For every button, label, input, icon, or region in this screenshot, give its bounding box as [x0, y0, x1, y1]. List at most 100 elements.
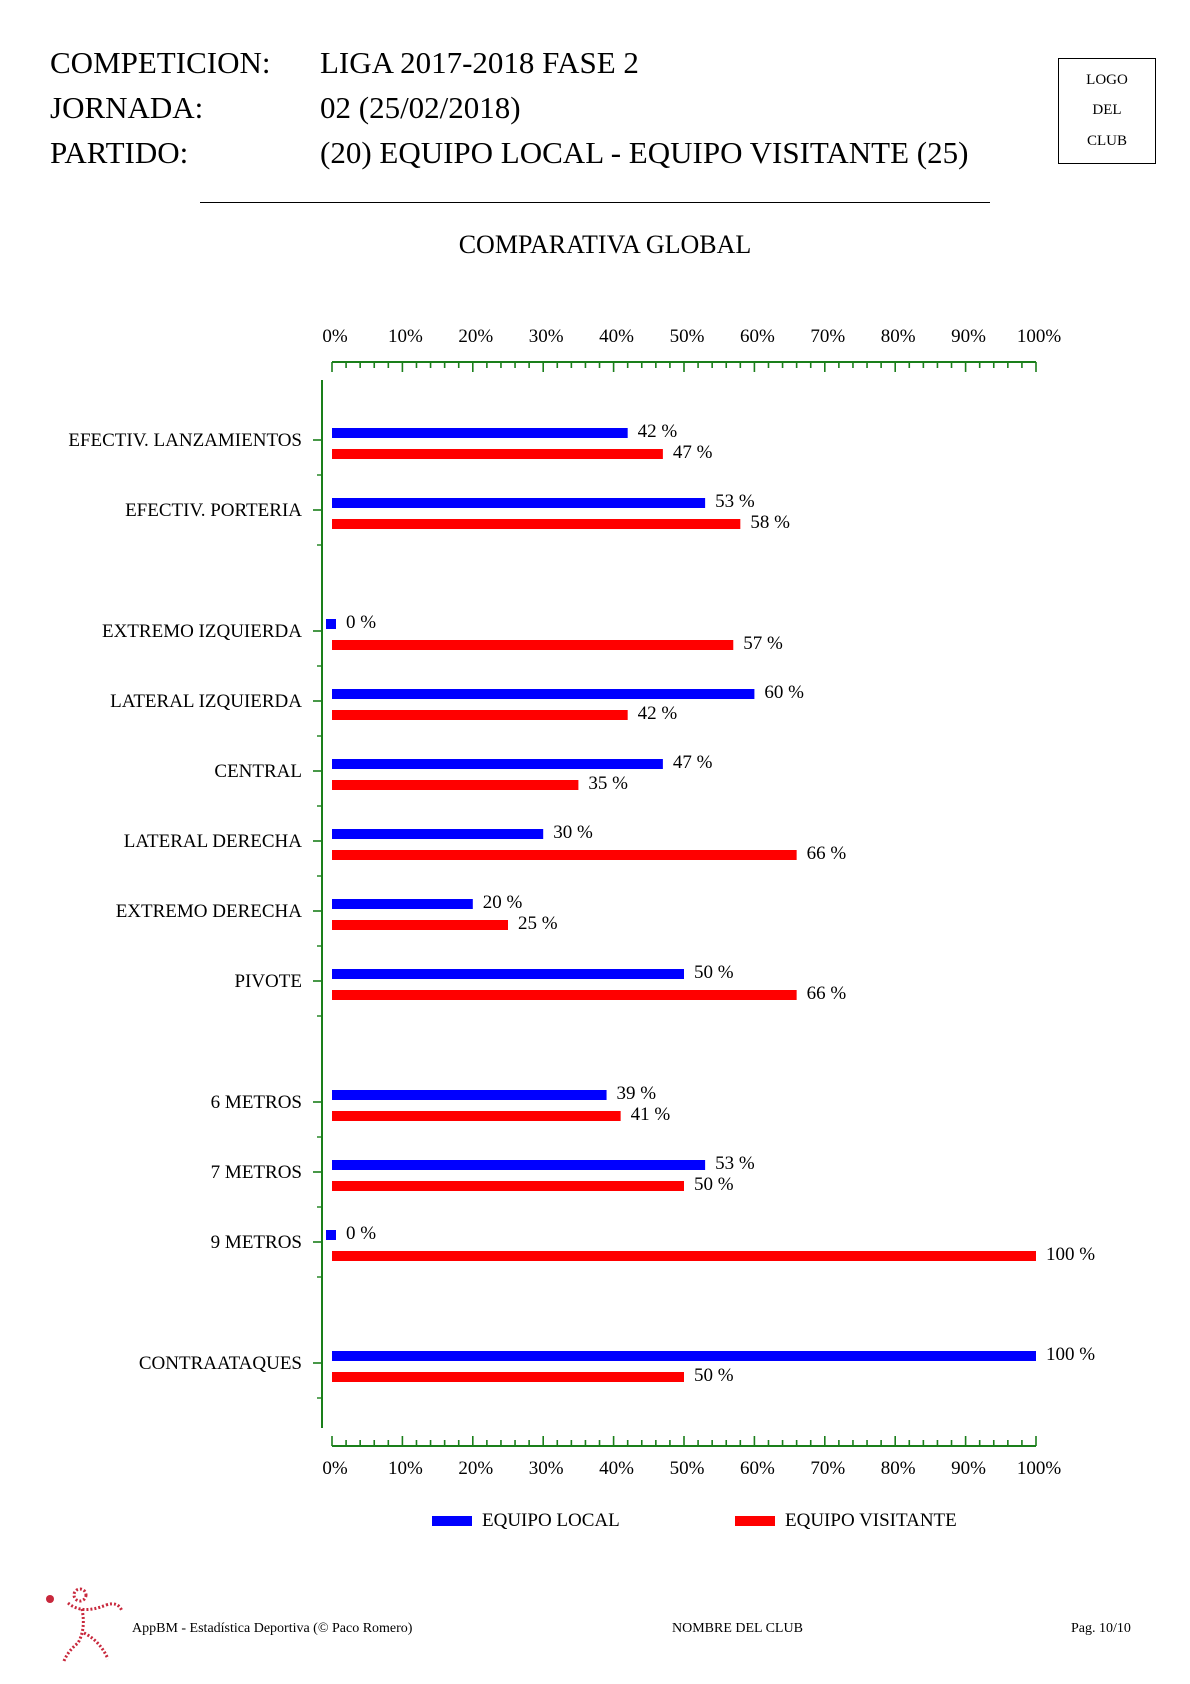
- bar-visitante: [332, 1251, 1036, 1261]
- legend-label: EQUIPO VISITANTE: [785, 1510, 957, 1531]
- club-logo-placeholder: LOGO DEL CLUB: [1058, 58, 1156, 164]
- report-header: COMPETICION: LIGA 2017-2018 FASE 2 JORNA…: [50, 40, 1010, 175]
- data-label-local: 42 %: [638, 421, 678, 442]
- bar-visitante: [332, 640, 734, 650]
- bar-visitante: [332, 1372, 684, 1382]
- bar-local: [326, 1230, 336, 1240]
- footer-credit: AppBM - Estadística Deportiva (© Paco Ro…: [132, 1621, 413, 1636]
- category-label: 9 METROS: [211, 1232, 302, 1253]
- data-label-local: 100 %: [1046, 1344, 1095, 1365]
- top-tick-label: 20%: [458, 326, 493, 347]
- bar-local: [332, 1160, 706, 1170]
- category-label: 7 METROS: [211, 1162, 302, 1183]
- header-row-competicion: COMPETICION: LIGA 2017-2018 FASE 2: [50, 40, 1010, 85]
- top-tick-label: 50%: [670, 326, 705, 347]
- category-label: CONTRAATAQUES: [139, 1353, 302, 1374]
- data-label-visitante: 57 %: [743, 633, 783, 654]
- bottom-tick-label: 60%: [740, 1458, 775, 1479]
- top-tick-label: 10%: [388, 326, 423, 347]
- top-tick-label: 0%: [322, 326, 348, 347]
- top-tick-label: 100%: [1017, 326, 1062, 347]
- data-label-local: 60 %: [764, 682, 804, 703]
- category-label: EFECTIV. PORTERIA: [125, 500, 302, 521]
- bar-local: [332, 1351, 1036, 1361]
- category-label: LATERAL IZQUIERDA: [110, 691, 302, 712]
- bar-visitante: [332, 710, 628, 720]
- data-label-local: 50 %: [694, 962, 734, 983]
- header-row-jornada: JORNADA: 02 (25/02/2018): [50, 85, 1010, 130]
- logo-line: CLUB: [1086, 133, 1127, 150]
- category-label: 6 METROS: [211, 1092, 302, 1113]
- category-label: EXTREMO DERECHA: [116, 901, 303, 922]
- bar-local: [326, 619, 336, 629]
- logo-line: LOGO: [1086, 71, 1128, 88]
- header-label: COMPETICION:: [50, 45, 271, 80]
- bottom-tick-label: 100%: [1017, 1458, 1062, 1479]
- category-label: CENTRAL: [214, 761, 302, 782]
- bar-visitante: [332, 990, 797, 1000]
- data-label-local: 39 %: [617, 1083, 657, 1104]
- data-label-local: 53 %: [715, 1153, 755, 1174]
- bar-chart: 0% 10% 20% 30% 40% 50% 60% 70% 80% 90% 100% 0% 10% 20…: [68, 326, 1095, 1479]
- header-row-partido: PARTIDO: (20) EQUIPO LOCAL - EQUIPO VISI…: [50, 130, 1010, 175]
- header-label: JORNADA:: [50, 90, 204, 125]
- footer-page-number: Pag. 10/10: [1071, 1621, 1131, 1636]
- header-value: LIGA 2017-2018 FASE 2: [320, 45, 639, 80]
- data-label-visitante: 50 %: [694, 1365, 734, 1386]
- category-label: PIVOTE: [234, 971, 302, 992]
- data-label-local: 47 %: [673, 752, 713, 773]
- bar-visitante: [332, 850, 797, 860]
- data-label-visitante: 41 %: [631, 1104, 671, 1125]
- bar-visitante: [332, 1111, 621, 1121]
- bottom-tick-label: 20%: [458, 1458, 493, 1479]
- data-label-visitante: 25 %: [518, 913, 558, 934]
- bottom-tick-label: 90%: [951, 1458, 986, 1479]
- bar-local: [332, 498, 706, 508]
- header-divider: [200, 202, 990, 203]
- bar-local: [332, 829, 544, 839]
- top-tick-label: 40%: [599, 326, 634, 347]
- logo-line: DEL: [1092, 102, 1122, 119]
- data-label-local: 53 %: [715, 491, 755, 512]
- bar-visitante: [332, 780, 579, 790]
- data-label-visitante: 66 %: [807, 983, 847, 1004]
- data-label-local: 20 %: [483, 892, 523, 913]
- data-label-visitante: 58 %: [750, 512, 790, 533]
- header-value: (20) EQUIPO LOCAL - EQUIPO VISITANTE (25…: [320, 135, 969, 170]
- data-label-local: 30 %: [553, 822, 593, 843]
- data-label-local: 0 %: [346, 612, 376, 633]
- bottom-tick-label: 80%: [881, 1458, 916, 1479]
- bottom-tick-label: 30%: [529, 1458, 564, 1479]
- bottom-tick-label: 70%: [810, 1458, 845, 1479]
- legend-swatch-local: [432, 1516, 472, 1526]
- category-label: EXTREMO IZQUIERDA: [102, 621, 302, 642]
- legend-swatch-visitante: [735, 1516, 775, 1526]
- handball-player-icon: [38, 1585, 128, 1670]
- bottom-tick-label: 40%: [599, 1458, 634, 1479]
- top-tick-label: 80%: [881, 326, 916, 347]
- header-value: 02 (25/02/2018): [320, 90, 521, 125]
- bar-visitante: [332, 1181, 684, 1191]
- bar-visitante: [332, 449, 663, 459]
- bottom-tick-label: 10%: [388, 1458, 423, 1479]
- data-label-visitante: 50 %: [694, 1174, 734, 1195]
- data-label-visitante: 66 %: [807, 843, 847, 864]
- bottom-tick-label: 0%: [322, 1458, 348, 1479]
- data-label-visitante: 35 %: [588, 773, 628, 794]
- top-tick-label: 30%: [529, 326, 564, 347]
- chart-title: COMPARATIVA GLOBAL: [458, 230, 752, 259]
- data-label-visitante: 47 %: [673, 442, 713, 463]
- data-label-visitante: 100 %: [1046, 1244, 1095, 1265]
- legend-item-visitante: EQUIPO VISITANTE: [735, 1510, 957, 1532]
- header-label: PARTIDO:: [50, 135, 189, 170]
- bar-local: [332, 689, 755, 699]
- bottom-tick-label: 50%: [670, 1458, 705, 1479]
- bar-local: [332, 428, 628, 438]
- category-label: LATERAL DERECHA: [124, 831, 302, 852]
- data-label-local: 0 %: [346, 1223, 376, 1244]
- category-label: EFECTIV. LANZAMIENTOS: [68, 430, 302, 451]
- top-tick-label: 70%: [810, 326, 845, 347]
- bar-local: [332, 899, 473, 909]
- bar-visitante: [332, 519, 741, 529]
- legend-label: EQUIPO LOCAL: [482, 1510, 620, 1531]
